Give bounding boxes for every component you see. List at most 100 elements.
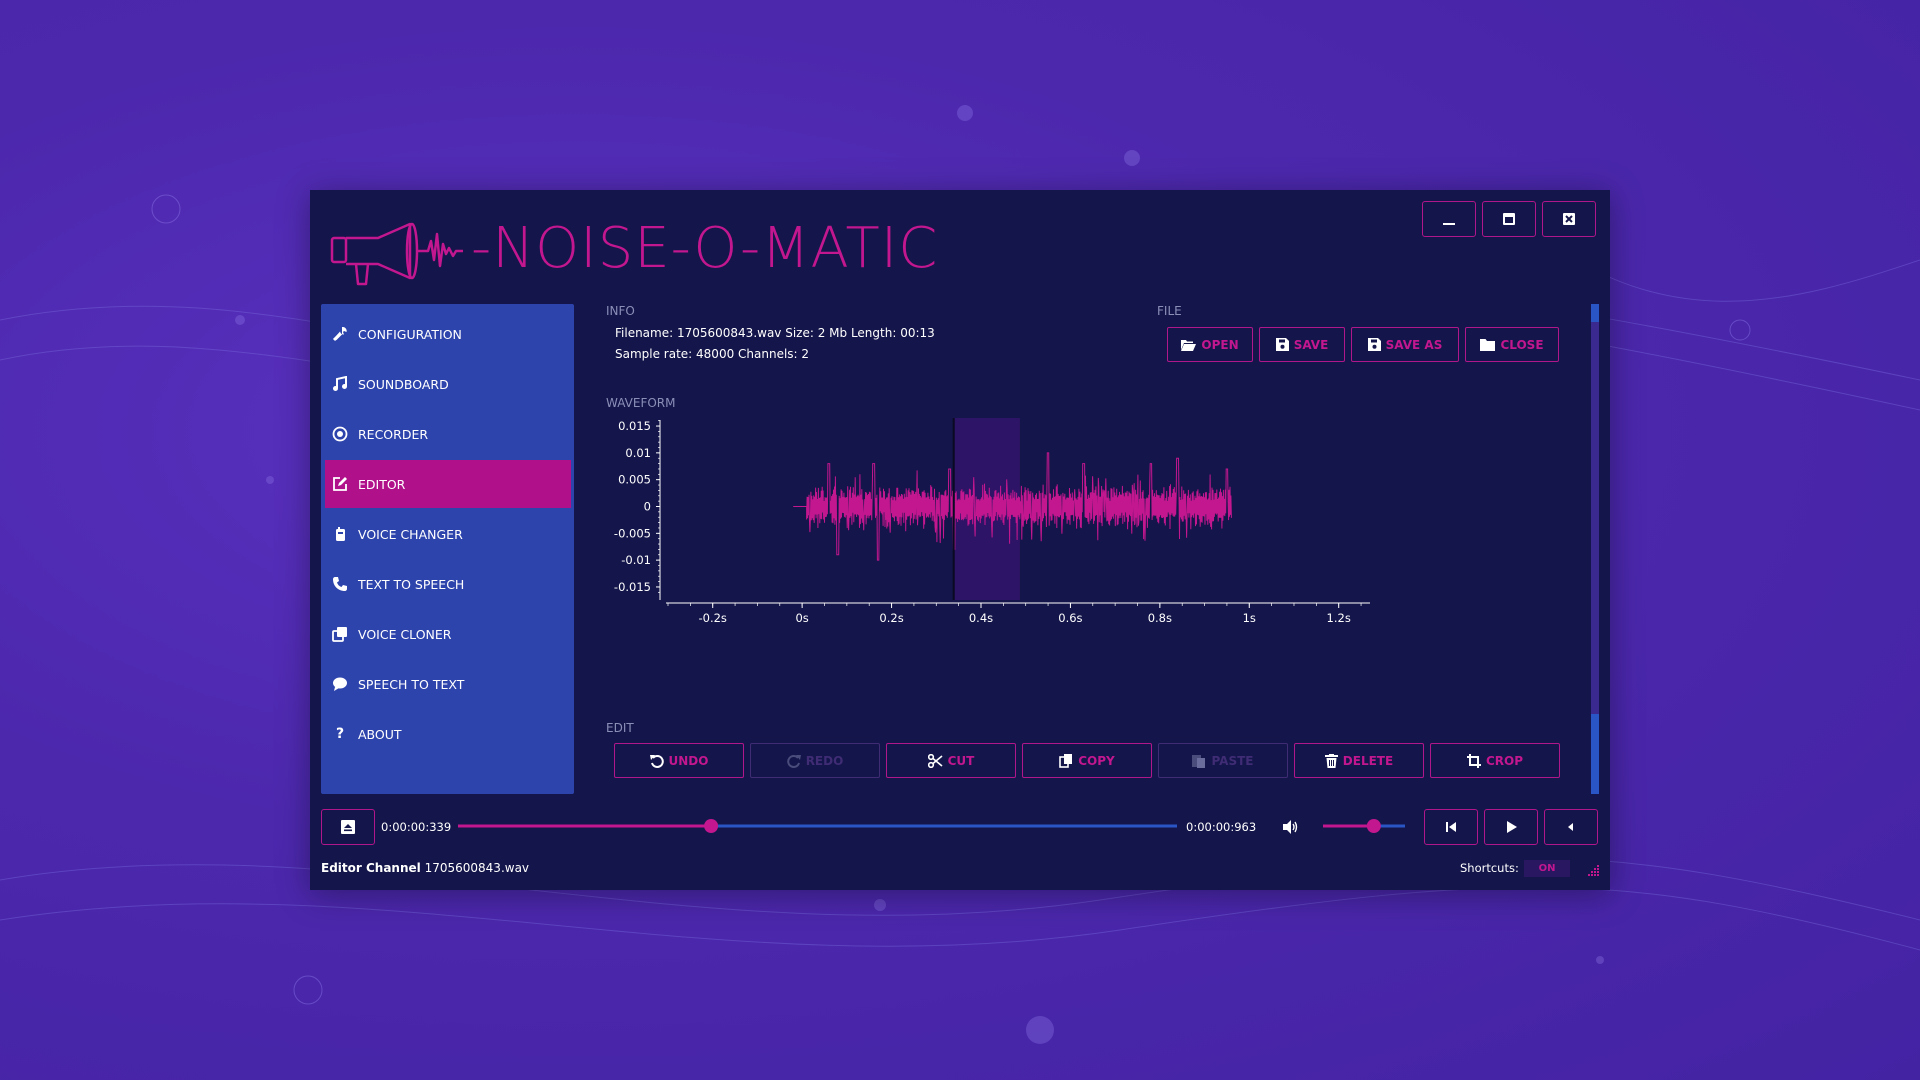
eject-icon xyxy=(341,820,355,834)
scrollbar-arrow-up[interactable] xyxy=(1591,304,1599,322)
music-note-icon xyxy=(332,376,348,392)
save-as-button[interactable]: SAVE AS xyxy=(1351,327,1459,362)
file-section-label: FILE xyxy=(1157,304,1182,318)
save-label: SAVE xyxy=(1293,337,1329,352)
channel-file: 1705600843.wav xyxy=(424,861,530,875)
walkie-talkie-icon xyxy=(332,526,348,542)
save-icon xyxy=(1367,338,1381,351)
cut-label: CUT xyxy=(947,753,975,768)
y-tick-label: 0.005 xyxy=(618,473,651,487)
undo-icon xyxy=(649,754,664,768)
reverse-button[interactable] xyxy=(1544,809,1598,845)
cut-button[interactable]: CUT xyxy=(886,743,1016,778)
sidebar-item-label: TEXT TO SPEECH xyxy=(358,576,465,592)
sidebar-item-about[interactable]: ? ABOUT xyxy=(325,710,571,758)
close-window-button[interactable] xyxy=(1542,201,1596,237)
x-tick-label: 1s xyxy=(1243,611,1256,625)
waveform-signal xyxy=(793,452,1232,561)
paste-button[interactable]: PASTE xyxy=(1158,743,1288,778)
sidebar-item-label: EDITOR xyxy=(358,476,406,492)
sidebar-item-speech-to-text[interactable]: SPEECH TO TEXT xyxy=(325,660,571,708)
minimize-button[interactable] xyxy=(1422,201,1476,237)
shortcuts-toggle[interactable]: ON xyxy=(1524,860,1570,877)
megaphone-icon xyxy=(330,222,463,286)
sidebar-item-text-to-speech[interactable]: TEXT TO SPEECH xyxy=(325,560,571,608)
save-as-label: SAVE AS xyxy=(1385,337,1443,352)
y-tick-label: 0.01 xyxy=(625,446,651,460)
folder-open-icon xyxy=(1181,339,1197,351)
sidebar-item-recorder[interactable]: RECORDER xyxy=(325,410,571,458)
maximize-button[interactable] xyxy=(1482,201,1536,237)
sidebar-item-label: VOICE CLONER xyxy=(358,626,452,642)
folder-icon xyxy=(1480,338,1496,351)
sidebar-item-voice-cloner[interactable]: VOICE CLONER xyxy=(325,610,571,658)
waveform-chart[interactable]: 0.015 0.01 0.005 0 -0.005 -0.01 -0.015 -0.2s 0s 0… xyxy=(606,410,1566,670)
y-tick-label: -0.015 xyxy=(614,580,651,594)
redo-button[interactable]: REDO xyxy=(750,743,880,778)
seek-slider[interactable] xyxy=(455,814,1180,838)
sidebar-item-label: RECORDER xyxy=(358,426,429,442)
question-icon: ? xyxy=(335,726,345,742)
scrollbar[interactable] xyxy=(1591,304,1599,794)
sidebar-item-soundboard[interactable]: SOUNDBOARD xyxy=(325,360,571,408)
sidebar-item-configuration[interactable]: CONFIGURATION xyxy=(325,310,571,358)
shortcuts-label: Shortcuts: xyxy=(1460,861,1519,875)
app-logo: -NOISE-O-MATIC xyxy=(328,208,938,288)
seek-handle xyxy=(704,819,719,833)
scissors-icon xyxy=(927,753,943,768)
edit-icon xyxy=(332,476,348,492)
play-button[interactable] xyxy=(1484,809,1538,845)
copy-button[interactable]: COPY xyxy=(1022,743,1152,778)
resize-grip-icon[interactable] xyxy=(1586,863,1600,877)
app-window: -NOISE-O-MATIC CONFIGURATION SOUNDBOARD … xyxy=(310,190,1610,890)
x-tick-label: -0.2s xyxy=(698,611,726,625)
sidebar-item-label: CONFIGURATION xyxy=(358,326,462,342)
sidebar-item-label: SPEECH TO TEXT xyxy=(358,676,465,692)
volume-icon[interactable] xyxy=(1283,820,1299,834)
delete-button[interactable]: DELETE xyxy=(1294,743,1424,778)
y-tick-label: -0.01 xyxy=(621,553,651,567)
undo-button[interactable]: UNDO xyxy=(614,743,744,778)
redo-icon xyxy=(786,754,801,768)
copy-icon xyxy=(1059,754,1073,768)
open-button[interactable]: OPEN xyxy=(1167,327,1253,362)
y-tick-label: 0 xyxy=(644,500,651,514)
end-time: 0:00:00:963 xyxy=(1186,820,1257,834)
x-tick-label: 0.4s xyxy=(969,611,993,625)
undo-label: UNDO xyxy=(668,753,709,768)
y-tick-label: -0.005 xyxy=(614,526,651,540)
scrollbar-thumb[interactable] xyxy=(1591,714,1599,794)
save-button[interactable]: SAVE xyxy=(1259,327,1345,362)
play-icon xyxy=(1507,821,1517,833)
eject-button[interactable] xyxy=(321,809,375,845)
paste-icon xyxy=(1192,755,1206,768)
trash-icon xyxy=(1324,753,1338,768)
delete-label: DELETE xyxy=(1342,753,1394,768)
minimize-icon xyxy=(1443,223,1455,225)
close-file-button[interactable]: CLOSE xyxy=(1465,327,1559,362)
crop-button[interactable]: CROP xyxy=(1430,743,1560,778)
sidebar-item-voice-changer[interactable]: VOICE CHANGER xyxy=(325,510,571,558)
info-section-label: INFO xyxy=(606,304,635,318)
x-tick-label: 0s xyxy=(795,611,808,625)
sidebar: CONFIGURATION SOUNDBOARD RECORDER EDITOR… xyxy=(321,304,574,794)
maximize-icon xyxy=(1503,213,1515,225)
crop-icon xyxy=(1466,753,1481,768)
crop-label: CROP xyxy=(1485,753,1524,768)
clone-icon xyxy=(332,626,348,642)
skip-to-start-button[interactable] xyxy=(1424,809,1478,845)
edit-section-label: EDIT xyxy=(606,721,634,735)
open-label: OPEN xyxy=(1201,337,1239,352)
phone-icon xyxy=(332,576,348,592)
paste-label: PASTE xyxy=(1211,753,1254,768)
skip-back-icon xyxy=(1446,822,1456,832)
copy-label: COPY xyxy=(1078,753,1115,768)
sidebar-item-editor[interactable]: EDITOR xyxy=(325,460,571,508)
volume-slider[interactable] xyxy=(1320,814,1408,838)
sidebar-item-label: ABOUT xyxy=(358,726,402,742)
save-icon xyxy=(1275,338,1289,351)
y-tick-label: 0.015 xyxy=(618,419,651,433)
waveform-section-label: WAVEFORM xyxy=(606,396,676,410)
sidebar-item-label: SOUNDBOARD xyxy=(358,376,449,392)
current-time: 0:00:00:339 xyxy=(381,820,452,834)
